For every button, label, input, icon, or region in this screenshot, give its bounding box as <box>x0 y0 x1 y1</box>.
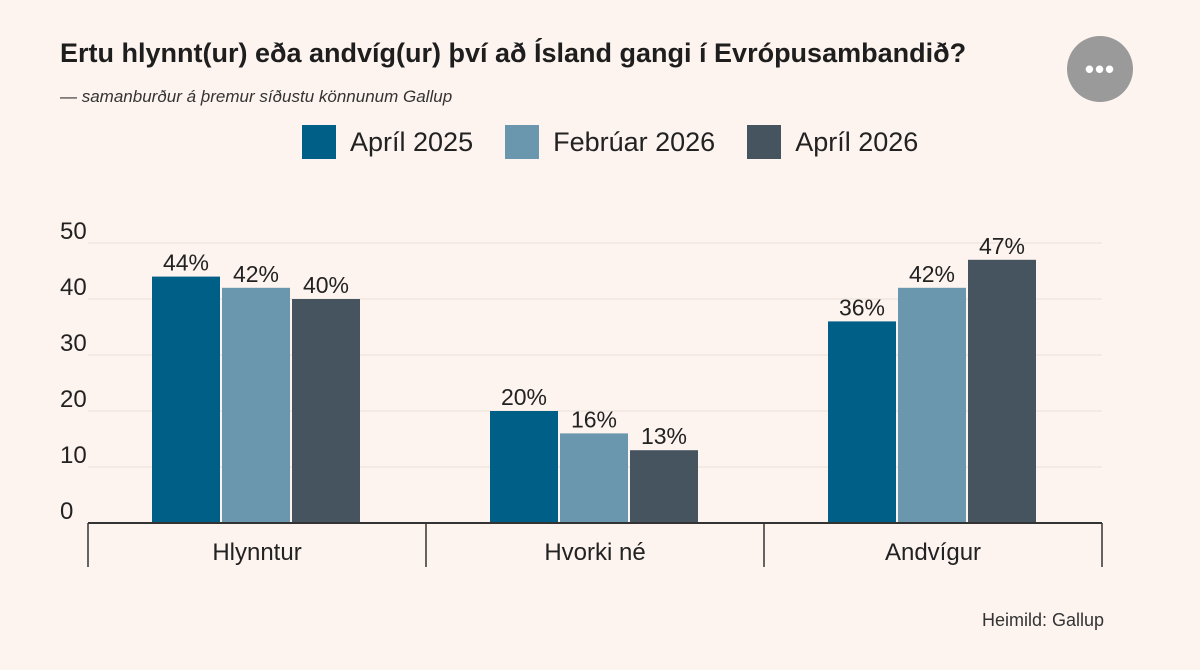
chart-title: Ertu hlynnt(ur) eða andvíg(ur) því að Ís… <box>60 38 967 68</box>
bar-andvigur-februar-2026 <box>898 287 966 523</box>
data-label-andvigur-april-2026: 47% <box>979 233 1025 259</box>
chart-subtitle: — samanburður á þremur síðustu könnunum … <box>60 87 453 106</box>
bar-hlynntur-april-2025 <box>152 276 220 523</box>
data-label-andvigur-februar-2026: 42% <box>909 261 955 287</box>
data-label-hlynntur-februar-2026: 42% <box>233 261 279 287</box>
legend-swatch-februar-2026 <box>505 125 540 159</box>
more-options-button[interactable]: ••• <box>1067 36 1133 102</box>
data-label-hlynntur-april-2026: 40% <box>303 272 349 298</box>
y-tick-label-30: 30 <box>60 330 87 357</box>
legend-item-april-2026: Apríl 2026 <box>747 125 918 159</box>
legend-swatch-april-2025 <box>302 125 336 159</box>
legend-item-april-2025: Apríl 2025 <box>302 125 473 159</box>
bar-hlynntur-februar-2026 <box>222 287 290 523</box>
more-horizontal-icon: ••• <box>1084 53 1116 84</box>
legend-label-april-2026: Apríl 2026 <box>795 126 919 157</box>
y-tick-label-0: 0 <box>60 498 73 525</box>
legend-item-februar-2026: Febrúar 2026 <box>505 125 715 159</box>
data-label-hvorki-ne-april-2025: 20% <box>501 384 547 410</box>
y-tick-label-20: 20 <box>60 386 87 413</box>
bar-hvorki-ne-februar-2026 <box>560 433 628 523</box>
x-tick-label-hvorki-ne: Hvorki né <box>544 539 645 566</box>
source-note: Heimild: Gallup <box>981 610 1104 630</box>
bar-andvigur-april-2026 <box>968 259 1036 523</box>
y-tick-label-10: 10 <box>60 442 87 469</box>
data-label-hvorki-ne-april-2026: 13% <box>641 423 687 449</box>
legend-label-april-2025: Apríl 2025 <box>350 126 474 157</box>
legend-label-februar-2026: Febrúar 2026 <box>553 126 716 157</box>
bar-hvorki-ne-april-2025 <box>490 411 558 523</box>
data-label-hvorki-ne-februar-2026: 16% <box>571 406 617 432</box>
y-tick-label-40: 40 <box>60 274 87 301</box>
bar-hlynntur-april-2026 <box>292 299 360 523</box>
data-label-hlynntur-april-2025: 44% <box>163 250 209 276</box>
legend: Apríl 2025 Febrúar 2026 Apríl 2026 <box>302 124 950 160</box>
bar-hvorki-ne-april-2026 <box>630 450 698 523</box>
data-label-andvigur-april-2025: 36% <box>839 294 885 320</box>
y-tick-label-50: 50 <box>60 218 87 245</box>
x-tick-label-hlynntur: Hlynntur <box>212 539 301 566</box>
x-tick-label-andvigur: Andvígur <box>885 539 981 566</box>
legend-swatch-april-2026 <box>747 125 782 159</box>
bar-andvigur-april-2025 <box>828 321 896 523</box>
